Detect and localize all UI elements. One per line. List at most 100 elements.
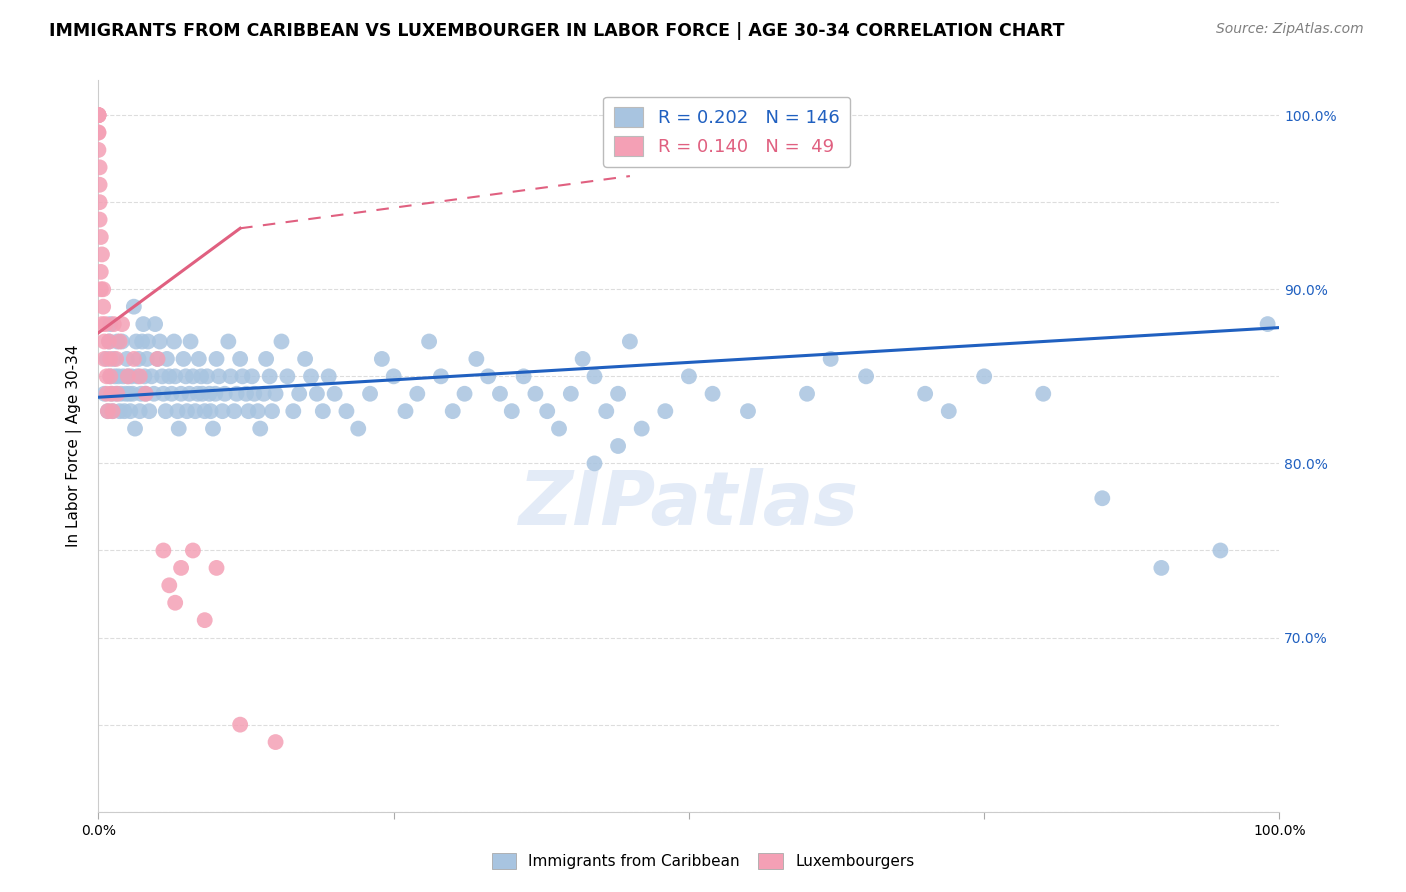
Point (138, 404, 160, 418)
Point (536, 404, 558, 418)
Point (238, 404, 260, 418)
Point (135, 351, 157, 366)
Point (170, 561, 193, 575)
Point (112, 404, 135, 418)
Point (127, 369, 149, 384)
Point (583, 369, 606, 384)
Point (187, 351, 209, 366)
Point (501, 404, 523, 418)
Point (146, 351, 169, 366)
Point (163, 334, 186, 349)
Point (347, 421, 370, 435)
Point (260, 404, 283, 418)
Point (89, 212, 111, 227)
Point (477, 369, 499, 384)
Point (219, 369, 242, 384)
Point (103, 317, 125, 331)
Point (129, 386, 152, 401)
Point (89, 195, 111, 210)
Point (253, 386, 276, 401)
Point (141, 369, 163, 384)
Point (737, 404, 759, 418)
Point (225, 386, 247, 401)
Point (1257, 317, 1279, 331)
Point (108, 334, 131, 349)
Point (117, 369, 139, 384)
Point (305, 386, 328, 401)
Point (103, 351, 125, 366)
Text: IMMIGRANTS FROM CARIBBEAN VS LUXEMBOURGER IN LABOR FORCE | AGE 30-34 CORRELATION: IMMIGRANTS FROM CARIBBEAN VS LUXEMBOURGE… (49, 22, 1064, 40)
Point (91, 317, 114, 331)
Point (121, 386, 143, 401)
Point (97, 404, 120, 418)
Point (630, 421, 652, 435)
Point (1209, 543, 1232, 558)
Point (128, 351, 150, 366)
Point (98, 334, 121, 349)
Point (394, 404, 416, 418)
Point (120, 404, 142, 418)
Point (90, 282, 112, 296)
Point (430, 369, 453, 384)
Point (654, 404, 676, 418)
Point (264, 386, 287, 401)
Point (132, 317, 155, 331)
Point (243, 386, 266, 401)
Point (108, 404, 131, 418)
Point (155, 404, 177, 418)
Point (93, 351, 115, 366)
Point (121, 369, 143, 384)
Point (98, 334, 121, 349)
Legend: R = 0.202   N = 146, R = 0.140   N =  49: R = 0.202 N = 146, R = 0.140 N = 49 (603, 96, 851, 167)
Point (595, 404, 617, 418)
Point (142, 386, 165, 401)
Point (98, 369, 121, 384)
Point (240, 369, 263, 384)
Point (87, 108, 110, 122)
Point (678, 369, 700, 384)
Point (583, 457, 606, 471)
Point (157, 578, 180, 592)
Point (294, 351, 316, 366)
Point (179, 386, 201, 401)
Point (1091, 491, 1114, 506)
Point (512, 369, 534, 384)
Point (299, 369, 322, 384)
Point (191, 386, 214, 401)
Point (323, 386, 346, 401)
Point (229, 351, 252, 366)
Point (152, 386, 174, 401)
Point (98, 317, 121, 331)
Point (208, 369, 231, 384)
Point (165, 369, 187, 384)
Point (87, 126, 110, 140)
Point (143, 317, 166, 331)
Point (418, 334, 440, 349)
Point (548, 421, 571, 435)
Point (205, 351, 228, 366)
Point (96, 351, 118, 366)
Point (98, 351, 121, 366)
Point (524, 386, 547, 401)
Text: Source: ZipAtlas.com: Source: ZipAtlas.com (1216, 22, 1364, 37)
Text: ZIPatlas: ZIPatlas (519, 468, 859, 541)
Point (288, 386, 311, 401)
Point (312, 404, 335, 418)
Point (135, 386, 157, 401)
Point (134, 369, 156, 384)
Point (97, 404, 120, 418)
Point (254, 351, 277, 366)
Point (453, 386, 475, 401)
Point (160, 386, 183, 401)
Point (973, 369, 995, 384)
Point (270, 334, 292, 349)
Point (110, 386, 132, 401)
Point (100, 386, 122, 401)
Point (204, 386, 226, 401)
Point (229, 717, 252, 731)
Point (318, 369, 340, 384)
Point (702, 386, 724, 401)
Point (187, 386, 209, 401)
Point (136, 334, 159, 349)
Point (91, 300, 114, 314)
